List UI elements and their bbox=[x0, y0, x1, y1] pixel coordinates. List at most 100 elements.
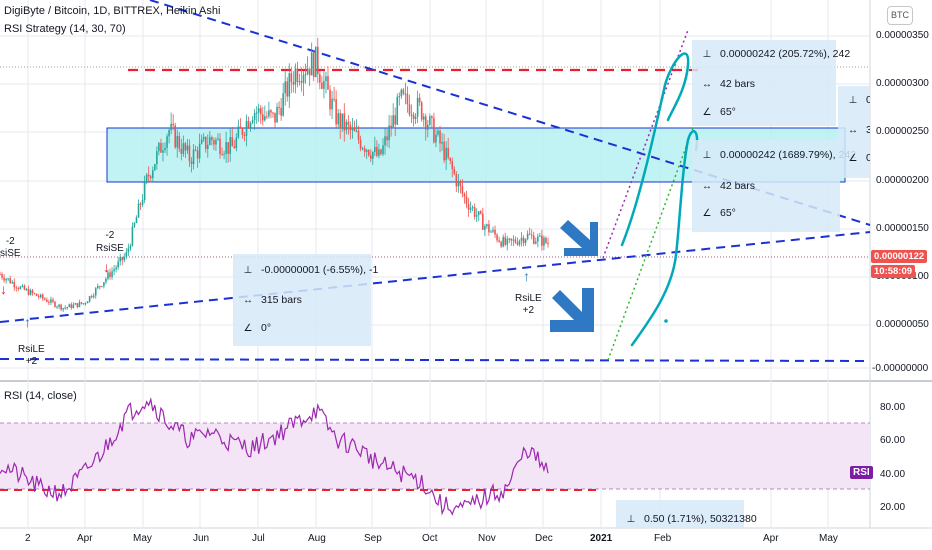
candle-body[interactable] bbox=[237, 126, 240, 138]
candle-body[interactable] bbox=[386, 136, 388, 141]
candle-body[interactable] bbox=[312, 52, 315, 78]
arrow-down-icon[interactable] bbox=[550, 288, 594, 332]
candle-body[interactable] bbox=[396, 96, 399, 125]
candle-body[interactable] bbox=[439, 130, 441, 144]
candle-body[interactable] bbox=[337, 113, 339, 125]
candle-body[interactable] bbox=[290, 73, 293, 83]
candle-body[interactable] bbox=[284, 81, 287, 94]
candle-body[interactable] bbox=[245, 120, 248, 136]
candle-body[interactable] bbox=[56, 306, 58, 308]
candle-body[interactable] bbox=[532, 235, 535, 244]
candle-body[interactable] bbox=[406, 93, 409, 105]
candle-body[interactable] bbox=[78, 302, 81, 307]
candle-body[interactable] bbox=[135, 217, 138, 224]
candle-body[interactable] bbox=[54, 301, 56, 307]
candle-body[interactable] bbox=[463, 193, 466, 197]
candle-body[interactable] bbox=[496, 234, 498, 241]
candle-body[interactable] bbox=[209, 137, 211, 145]
candle-body[interactable] bbox=[453, 169, 456, 174]
candle-body[interactable] bbox=[186, 145, 189, 151]
candle-body[interactable] bbox=[143, 181, 146, 200]
candle-body[interactable] bbox=[92, 295, 95, 298]
candle-body[interactable] bbox=[282, 93, 284, 116]
candle-body[interactable] bbox=[465, 196, 468, 204]
candle-body[interactable] bbox=[382, 145, 384, 155]
candle-body[interactable] bbox=[255, 112, 258, 114]
candle-body[interactable] bbox=[74, 303, 77, 305]
candle-body[interactable] bbox=[64, 307, 66, 309]
candle-body[interactable] bbox=[156, 151, 158, 165]
candle-body[interactable] bbox=[27, 289, 30, 295]
candle-body[interactable] bbox=[172, 123, 174, 126]
candle-body[interactable] bbox=[125, 252, 128, 257]
measure-box-partial[interactable]: ⊥ 0 ↔ 3 ∠ 0 bbox=[838, 86, 870, 178]
candle-body[interactable] bbox=[223, 153, 225, 155]
candle-body[interactable] bbox=[272, 112, 274, 114]
candle-body[interactable] bbox=[241, 128, 244, 135]
candle-body[interactable] bbox=[94, 288, 97, 296]
candle-body[interactable] bbox=[151, 170, 154, 179]
candle-body[interactable] bbox=[518, 240, 521, 245]
candle-body[interactable] bbox=[70, 304, 73, 308]
candle-body[interactable] bbox=[288, 73, 291, 97]
candle-body[interactable] bbox=[48, 301, 50, 303]
candle-body[interactable] bbox=[219, 138, 221, 154]
candle-body[interactable] bbox=[68, 304, 71, 308]
candle-body[interactable] bbox=[52, 299, 54, 302]
candle-body[interactable] bbox=[139, 203, 142, 205]
candle-body[interactable] bbox=[339, 113, 342, 129]
candle-body[interactable] bbox=[96, 286, 99, 289]
candle-body[interactable] bbox=[154, 164, 156, 171]
candle-body[interactable] bbox=[524, 239, 527, 244]
candle-body[interactable] bbox=[25, 289, 28, 291]
candle-body[interactable] bbox=[278, 106, 280, 108]
candle-body[interactable] bbox=[418, 97, 421, 103]
candle-body[interactable] bbox=[99, 286, 101, 288]
candle-body[interactable] bbox=[510, 238, 513, 241]
candle-body[interactable] bbox=[164, 147, 166, 151]
candle-body[interactable] bbox=[398, 96, 401, 98]
candle-body[interactable] bbox=[431, 116, 433, 118]
candle-body[interactable] bbox=[298, 81, 301, 83]
candle-body[interactable] bbox=[115, 267, 117, 270]
candle-body[interactable] bbox=[404, 93, 407, 95]
candle-body[interactable] bbox=[353, 127, 356, 132]
candle-body[interactable] bbox=[294, 68, 297, 85]
arrow-icon[interactable] bbox=[560, 220, 598, 256]
candle-body[interactable] bbox=[449, 157, 452, 161]
candle-body[interactable] bbox=[84, 303, 87, 305]
candle-body[interactable] bbox=[482, 213, 484, 230]
candle-body[interactable] bbox=[257, 108, 260, 113]
candle-body[interactable] bbox=[35, 293, 38, 297]
candle-body[interactable] bbox=[306, 68, 309, 75]
candle-body[interactable] bbox=[80, 302, 83, 304]
candle-body[interactable] bbox=[105, 278, 107, 283]
candle-body[interactable] bbox=[484, 226, 486, 230]
candle-body[interactable] bbox=[158, 143, 160, 152]
candle-body[interactable] bbox=[149, 176, 152, 179]
candle-body[interactable] bbox=[243, 134, 246, 136]
candle-body[interactable] bbox=[13, 281, 16, 288]
candle-body[interactable] bbox=[310, 52, 313, 76]
candle-body[interactable] bbox=[516, 242, 519, 245]
candle-body[interactable] bbox=[0, 274, 1, 276]
candle-body[interactable] bbox=[345, 121, 348, 131]
candle-body[interactable] bbox=[363, 148, 366, 152]
candle-body[interactable] bbox=[437, 130, 439, 135]
candle-body[interactable] bbox=[174, 125, 176, 148]
candle-body[interactable] bbox=[539, 235, 541, 237]
candle-body[interactable] bbox=[355, 130, 358, 132]
candle-body[interactable] bbox=[221, 153, 223, 155]
candle-body[interactable] bbox=[233, 146, 236, 149]
candle-body[interactable] bbox=[204, 136, 207, 149]
candle-body[interactable] bbox=[107, 272, 109, 279]
candle-body[interactable] bbox=[198, 143, 201, 159]
candle-body[interactable] bbox=[416, 97, 419, 117]
candle-body[interactable] bbox=[302, 74, 305, 83]
candle-body[interactable] bbox=[292, 82, 295, 85]
candle-body[interactable] bbox=[82, 303, 85, 305]
rsi-line[interactable] bbox=[0, 397, 549, 516]
candle-body[interactable] bbox=[192, 149, 195, 165]
candle-body[interactable] bbox=[545, 237, 547, 243]
candle-body[interactable] bbox=[215, 139, 217, 145]
